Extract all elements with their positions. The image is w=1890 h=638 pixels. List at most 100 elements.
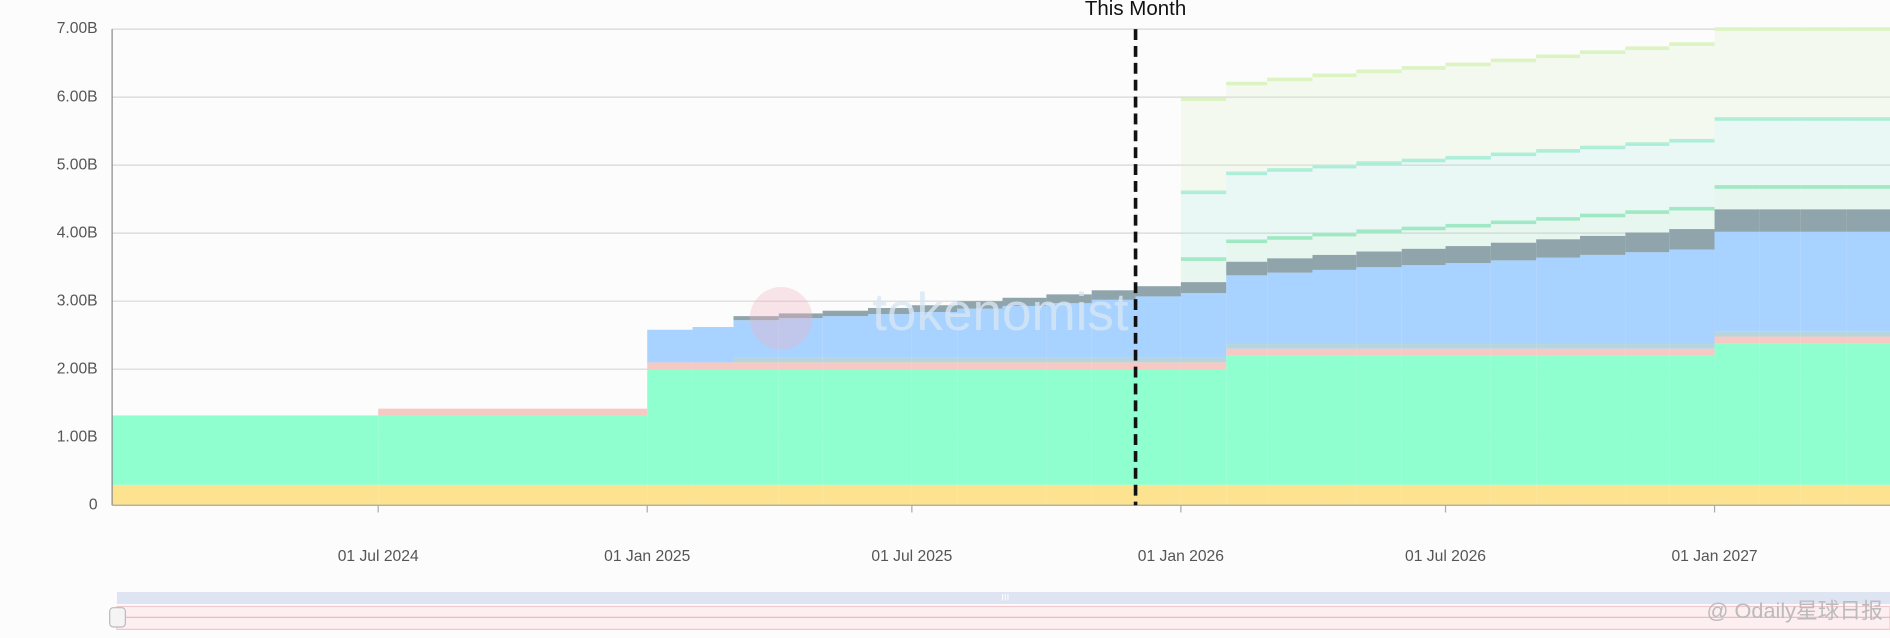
area-step xyxy=(733,484,779,506)
area-step xyxy=(1180,282,1227,294)
area-step xyxy=(1312,355,1357,485)
area-step xyxy=(1046,294,1092,304)
area-step xyxy=(1226,275,1268,345)
area-step xyxy=(1312,344,1357,349)
watermark-logo xyxy=(749,287,813,350)
area-step xyxy=(1536,257,1581,345)
area-step xyxy=(1669,249,1715,345)
area-step xyxy=(1267,258,1313,273)
area-step xyxy=(822,310,868,317)
y-tick-label: 2.00B xyxy=(57,360,98,377)
projected-area xyxy=(1625,212,1670,233)
area-step xyxy=(733,369,779,485)
area-step xyxy=(1180,357,1227,363)
area-step xyxy=(867,369,912,485)
area-step xyxy=(1490,484,1537,506)
projected-area xyxy=(1401,228,1446,249)
navigator-grip[interactable]: III xyxy=(1001,593,1009,604)
area-step xyxy=(1846,331,1890,337)
y-tick-label: 0 xyxy=(89,496,98,513)
area-step xyxy=(1180,362,1227,370)
projected-area xyxy=(1800,118,1847,187)
area-step xyxy=(911,369,958,485)
area-step xyxy=(1625,252,1670,345)
area-step xyxy=(1267,348,1313,356)
projected-area xyxy=(1180,259,1227,283)
area-step xyxy=(1401,344,1446,349)
area-step xyxy=(778,313,823,319)
area-step xyxy=(1625,355,1670,485)
area-step xyxy=(1714,231,1760,332)
area-step xyxy=(1846,209,1890,232)
area-step xyxy=(1091,369,1136,485)
area-step xyxy=(733,362,779,370)
area-step xyxy=(1846,343,1890,485)
area-step xyxy=(1091,357,1136,363)
projected-area xyxy=(1714,186,1760,210)
area-step xyxy=(1536,355,1581,485)
area-step xyxy=(957,308,1003,358)
area-step xyxy=(1445,263,1491,345)
area-step xyxy=(1002,297,1047,306)
area-step xyxy=(867,362,912,370)
area-step xyxy=(822,362,868,370)
navigator-handle[interactable] xyxy=(109,607,126,628)
area-step xyxy=(1669,344,1715,349)
projected-area xyxy=(1267,169,1313,238)
area-step xyxy=(1580,484,1626,506)
area-step xyxy=(911,362,958,370)
area-step xyxy=(1714,336,1760,344)
area-step xyxy=(1669,229,1715,250)
projected-area xyxy=(1625,48,1670,145)
area-step xyxy=(1800,484,1847,506)
area-step xyxy=(1002,362,1047,370)
area-step xyxy=(1267,484,1313,506)
area-step xyxy=(733,357,779,363)
area-step xyxy=(957,362,1003,370)
projected-area xyxy=(1226,173,1268,242)
projected-area xyxy=(1356,163,1402,232)
area-step xyxy=(1669,355,1715,485)
projected-area xyxy=(1669,208,1715,230)
area-step xyxy=(1356,355,1402,485)
projected-area xyxy=(1536,56,1581,151)
projected-area xyxy=(1759,118,1801,187)
axes: 0 1.00B 2.00B 3.00B 4.00B 5.00B 6.00B 7.00B 01 J… xyxy=(57,0,1890,565)
area-step xyxy=(1625,344,1670,349)
area-step xyxy=(1714,209,1760,232)
area-step xyxy=(1800,343,1847,485)
area-step xyxy=(822,357,868,363)
projected-area xyxy=(1490,154,1537,223)
area-step xyxy=(1046,362,1092,370)
projected-area xyxy=(1356,231,1402,252)
area-step xyxy=(778,318,823,358)
area-step xyxy=(1580,355,1626,485)
area-step xyxy=(1226,348,1268,356)
area-step xyxy=(692,484,734,506)
area-step xyxy=(1580,235,1626,255)
area-step xyxy=(1445,246,1491,264)
area-step xyxy=(1091,362,1136,370)
area-step xyxy=(1401,265,1446,345)
area-step xyxy=(1180,369,1227,485)
area-step xyxy=(1002,357,1047,363)
y-tick-label: 4.00B xyxy=(57,224,98,241)
area-step xyxy=(1312,484,1357,506)
area-step xyxy=(1490,242,1537,261)
area-step xyxy=(1135,484,1181,506)
area-step xyxy=(1356,484,1402,506)
area-step xyxy=(1800,331,1847,337)
projected-area xyxy=(1669,44,1715,141)
area-step xyxy=(1312,269,1357,345)
x-tick-label: 01 Jul 2024 xyxy=(338,548,419,565)
projected-area xyxy=(1800,186,1847,210)
navigator-bar[interactable] xyxy=(116,592,1890,605)
area-step xyxy=(867,314,912,358)
area-step xyxy=(1135,296,1181,358)
y-tick-label: 7.00B xyxy=(57,20,98,37)
area-step xyxy=(1445,355,1491,485)
area-step xyxy=(1312,254,1357,270)
x-tick-label: 01 Jan 2025 xyxy=(604,548,690,565)
area-step xyxy=(1267,272,1313,345)
